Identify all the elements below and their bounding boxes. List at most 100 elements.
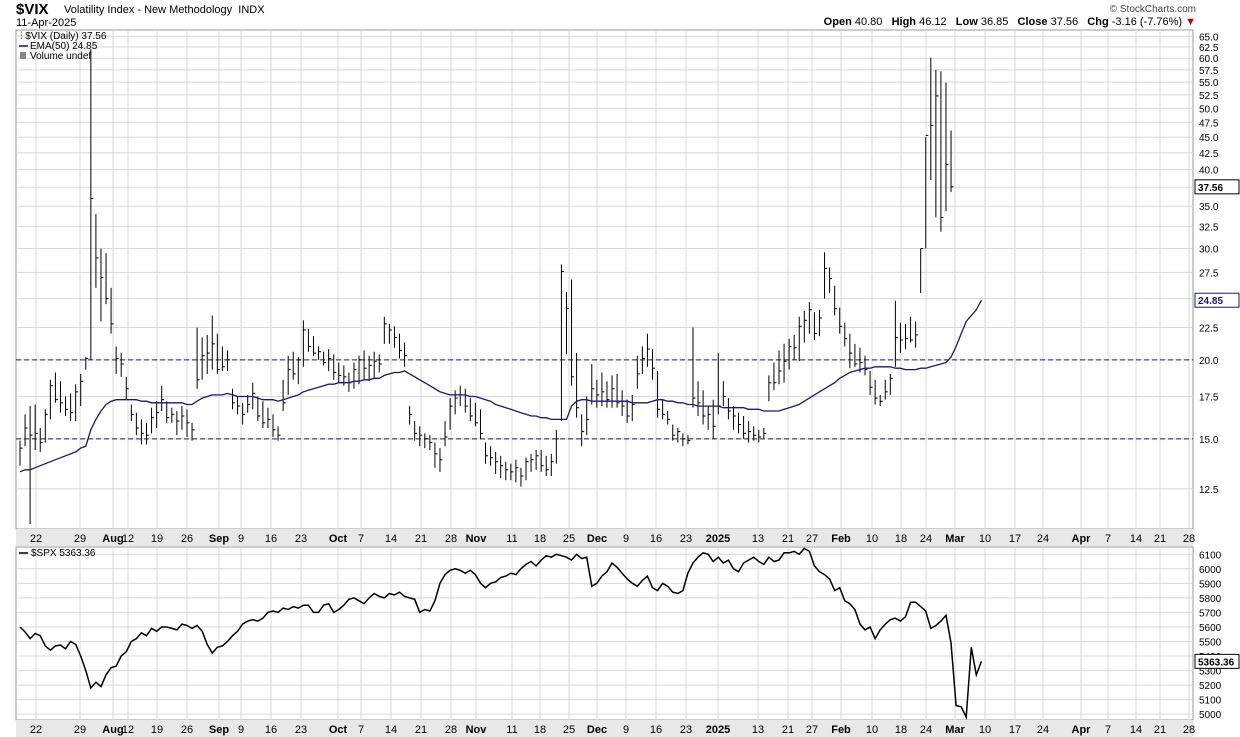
spx-x-tick-label: 25 [563, 724, 575, 736]
spx-x-tick-label: Dec [587, 724, 607, 736]
ohlc-bar [226, 350, 230, 372]
ema-price-tag: 24.85 [1198, 296, 1223, 307]
ohlc-bar [120, 353, 124, 377]
ohlc-bar [151, 407, 155, 434]
ohlc-bar [808, 301, 812, 334]
ohlc-bar [793, 334, 797, 360]
ohlc-bar [505, 461, 509, 481]
ohlc-bar [318, 346, 322, 360]
ohlc-bar [672, 424, 676, 441]
vix-y-tick-label: 45.0 [1199, 133, 1219, 144]
ohlc-bar [879, 394, 883, 407]
ohlc-bar [135, 412, 139, 436]
vix-y-tick-label: 30.0 [1199, 245, 1219, 256]
ohlc-bar [540, 450, 544, 472]
ohlc-bar [378, 354, 382, 373]
ohlc-bar [803, 310, 807, 343]
vix-x-tick-label: 9 [623, 533, 629, 545]
ohlc-bar [560, 264, 564, 422]
spx-y-tick-label: 5200 [1199, 681, 1222, 692]
vix-x-tick-label: 28 [1183, 533, 1195, 545]
spx-x-tick-label: 12 [122, 724, 134, 736]
ohlc-bar [90, 49, 94, 360]
spx-x-tick-label: 19 [151, 724, 163, 736]
ohlc-bar [474, 402, 478, 427]
ohlc-bar [520, 467, 524, 487]
vix-x-tick-label: 10 [866, 533, 878, 545]
ohlc-bar [788, 338, 792, 370]
ohlc-bar [687, 435, 691, 445]
ohlc-bar [743, 415, 747, 439]
ohlc-bar [39, 428, 43, 452]
ohlc-bar [646, 333, 650, 367]
ohlc-bar [29, 406, 33, 524]
spx-x-tick-label: 24 [920, 724, 932, 736]
ohlc-bar [409, 406, 413, 425]
chart-date: 11-Apr-2025 [16, 17, 77, 29]
ohlc-bar [702, 390, 706, 425]
spx-plot-area [15, 546, 1194, 721]
ohlc-bar [854, 343, 858, 367]
ohlc-bar [161, 385, 165, 411]
ohlc-bar [146, 422, 149, 445]
ohlc-bar [140, 419, 144, 445]
vix-x-tick-label: Nov [466, 533, 488, 545]
ohlc-bar [211, 315, 215, 370]
ohlc-bar [905, 323, 908, 350]
ohlc-bar [545, 455, 549, 476]
spx-x-tick-label: 9 [238, 724, 244, 736]
ohlc-bar [363, 350, 367, 380]
ohlc-bar [49, 379, 53, 420]
ohlc-bar [115, 346, 119, 374]
spx-x-tick-label: Aug [102, 724, 123, 736]
ohlc-bar [186, 409, 190, 437]
vix-x-tick-label: Dec [587, 533, 607, 545]
vix-x-axis-band [16, 529, 1193, 546]
spx-x-tick-label: 22 [30, 724, 42, 736]
ohlc-bar [677, 428, 681, 443]
spx-x-tick-label: 16 [265, 724, 277, 736]
ohlc-bar [24, 414, 28, 447]
ohlc-bar [388, 323, 392, 344]
vix-x-tick-label: Oct [329, 533, 348, 545]
ohlc-bar [596, 379, 600, 408]
spx-y-tick-label: 5700 [1199, 608, 1222, 619]
ohlc-bar [500, 455, 504, 479]
spx-x-tick-label: 10 [979, 724, 991, 736]
ohlc-bar [328, 349, 332, 372]
ohlc-bar [510, 463, 514, 481]
vix-x-tick-label: 21 [782, 533, 794, 545]
vix-y-tick-label: 62.5 [1199, 43, 1219, 54]
vix-x-tick-label: 26 [181, 533, 193, 545]
spx-x-tick-label: 23 [680, 724, 692, 736]
vix-y-tick-label: 65.0 [1199, 32, 1219, 43]
vix-y-tick-label: 50.0 [1199, 104, 1219, 115]
ohlc-bar [439, 448, 443, 472]
ohlc-bar [824, 252, 828, 299]
ohlc-bar [191, 422, 195, 441]
ohlc-bar [125, 376, 129, 400]
ohlc-bar [176, 410, 180, 436]
ohlc-bar [631, 394, 635, 422]
vix-x-tick-label: 18 [895, 533, 907, 545]
ohlc-bar [206, 334, 210, 374]
spx-y-tick-label: 5600 [1199, 623, 1222, 634]
vix-y-tick-label: 20.0 [1199, 356, 1219, 367]
ohlc-bar [257, 396, 261, 422]
vix-x-tick-label: 24 [920, 533, 932, 545]
ema-line [19, 299, 982, 473]
ohlc-bar [930, 57, 934, 181]
ohlc-bar [813, 312, 817, 340]
ohlc-bar [216, 333, 220, 374]
ohlc-bar [707, 406, 711, 430]
ohlc-bar [763, 428, 767, 439]
spx-x-tick-label: 9 [623, 724, 629, 736]
ema-price-tag-box [1194, 292, 1240, 308]
ohlc-bar [621, 390, 625, 416]
vix-price-tag: 37.56 [1198, 183, 1223, 194]
ohlc-bar [818, 309, 822, 337]
ohlc-bar [565, 292, 569, 355]
ohlc-bar [657, 371, 661, 418]
spx-y-tick-label: 5300 [1199, 667, 1222, 678]
